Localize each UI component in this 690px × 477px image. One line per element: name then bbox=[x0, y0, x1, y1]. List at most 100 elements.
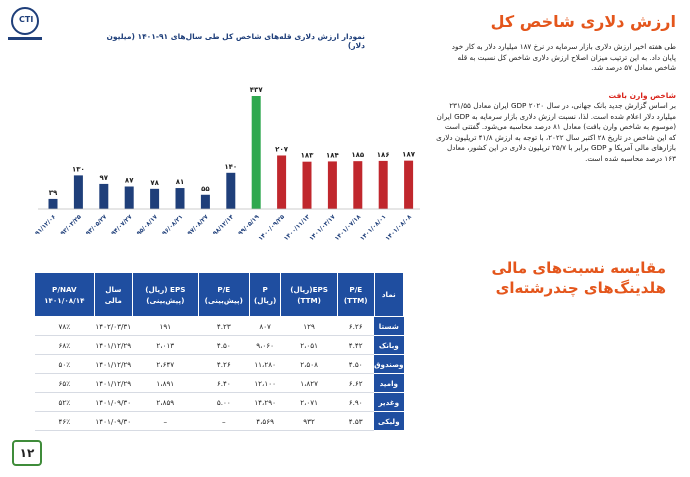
bar-value-label: ۱۸۵ bbox=[351, 151, 365, 159]
cell-symbol: شستا bbox=[374, 316, 404, 336]
header-eps-forecast: EPS (ریال) (پیش‌بینی) bbox=[131, 272, 199, 317]
cell-price: ۱۲،۱۰۰ bbox=[249, 373, 281, 393]
cell-eps-ttm: ۱،۸۲۷ bbox=[280, 373, 338, 393]
bar bbox=[48, 198, 58, 209]
bar-value-label: ۱۴۰ bbox=[224, 163, 237, 171]
bar bbox=[175, 188, 185, 209]
cell-eps-ttm: ۲،۵۰۸ bbox=[280, 354, 338, 374]
logo-circle bbox=[11, 7, 39, 35]
category-tick-label: ۹۷/۰۸/۲۷ bbox=[186, 213, 210, 237]
header-eps-ttm: EPS(ریال) (TTM) bbox=[280, 272, 338, 317]
cell-pe-forecast: ۴.۲۳ bbox=[198, 316, 250, 336]
bar-value-label: ۱۳۰ bbox=[72, 165, 85, 173]
cell-p-nav: ۴۶٪ bbox=[34, 411, 95, 431]
cell-symbol: وامید bbox=[374, 373, 404, 393]
cell-fiscal-year: ۱۴۰۱/۱۲/۲۹ bbox=[94, 354, 133, 374]
cell-symbol: وصندوق bbox=[374, 354, 404, 374]
bar bbox=[302, 161, 312, 209]
cell-pe-forecast: ۵.۰۰ bbox=[198, 392, 250, 412]
paragraph-usd-index: طی هفته اخیر ارزش دلاری بازار سرمایه در … bbox=[451, 42, 676, 73]
cell-pe-ttm: ۶.۲۶ bbox=[337, 316, 375, 336]
cell-eps-forecast: ۲،۶۴۷ bbox=[132, 354, 199, 374]
bar-value-label: ۲۰۷ bbox=[275, 145, 289, 153]
cell-p-nav: ۶۸٪ bbox=[34, 335, 95, 355]
bar bbox=[200, 194, 210, 209]
cell-price: ۸۰۷ bbox=[249, 316, 281, 336]
cell-p-nav: ۵۰٪ bbox=[34, 354, 95, 374]
cell-p-nav: ۵۲٪ bbox=[34, 392, 95, 412]
cell-price: ۱۱،۲۸۰ bbox=[249, 354, 281, 374]
cell-pe-forecast: – bbox=[198, 411, 250, 431]
cell-fiscal-year: ۱۴۰۱/۰۹/۳۰ bbox=[94, 392, 133, 412]
cell-pe-forecast: ۴.۲۶ bbox=[198, 354, 250, 374]
cell-symbol: وبانک bbox=[374, 335, 404, 355]
table-row: ولبکی ۴.۵۳ ۹۳۲ ۴،۵۶۹ – – ۱۴۰۱/۰۹/۳۰ ۴۶٪ bbox=[34, 411, 404, 431]
cell-eps-ttm: ۲،۰۵۱ bbox=[280, 335, 338, 355]
category-tick-label: ۹۲/۰۳/۲۵ bbox=[59, 213, 83, 237]
cell-pe-ttm: ۴.۵۰ bbox=[337, 354, 375, 374]
cell-eps-forecast: ۲،۰۱۳ bbox=[132, 335, 199, 355]
cell-fiscal-year: ۱۴۰۱/۰۹/۳۰ bbox=[94, 411, 133, 431]
company-logo: CTI bbox=[8, 6, 42, 40]
cell-pe-ttm: ۴.۴۲ bbox=[337, 335, 375, 355]
bar bbox=[251, 96, 261, 209]
bar-value-label: ۸۷ bbox=[125, 177, 134, 185]
bar-value-label: ۹۷ bbox=[100, 174, 109, 182]
bar bbox=[99, 183, 109, 209]
header-symbol: نماد bbox=[373, 272, 405, 317]
category-tick-label: ۹۸/۱۲/۱۴ bbox=[212, 213, 236, 237]
cell-symbol: ولبکی bbox=[374, 411, 404, 431]
cell-symbol: وغدیر bbox=[374, 392, 404, 412]
bar bbox=[353, 161, 363, 209]
holdings-ratio-table: نماد P/E (TTM) EPS(ریال) (TTM) P (ریال) … bbox=[34, 272, 405, 431]
category-tick-label: ۹۳/۰۵/۲۷ bbox=[85, 213, 109, 237]
chart-title: نمودار ارزش دلاری قله‌های شاخص کل طی سال… bbox=[106, 32, 365, 50]
bar-value-label: ۳۹ bbox=[49, 189, 58, 197]
category-tick-label: ۹۴/۰۷/۲۷ bbox=[110, 213, 134, 237]
cell-pe-forecast: ۶.۴۰ bbox=[198, 373, 250, 393]
bar bbox=[73, 175, 83, 209]
bar-value-label: ۴۳۷ bbox=[250, 86, 264, 94]
cell-eps-forecast: ۱۹۱ bbox=[132, 316, 199, 336]
cell-fiscal-year: ۱۴۰۲/۰۳/۳۱ bbox=[94, 316, 133, 336]
cell-pe-ttm: ۴.۵۳ bbox=[337, 411, 375, 431]
bar bbox=[277, 155, 287, 209]
cell-eps-forecast: – bbox=[132, 411, 199, 431]
bar-value-label: ۸۱ bbox=[176, 178, 185, 186]
subheading-buffett-indicator: شاخص وارن بافت bbox=[608, 91, 677, 100]
cell-fiscal-year: ۱۴۰۱/۱۲/۲۹ bbox=[94, 335, 133, 355]
table-row: وبانک ۴.۴۲ ۲،۰۵۱ ۹،۰۶۰ ۴.۵۰ ۲،۰۱۳ ۱۴۰۱/۱… bbox=[34, 335, 404, 355]
section-title-holdings-comparison: مقایسه نسبت‌های مالی هلدینگ‌های چندرشته‌… bbox=[491, 259, 666, 297]
category-tick-label: ۱۴۰۱/۰۸/۰۸ bbox=[384, 213, 413, 242]
bar-value-label: ۷۸ bbox=[150, 179, 159, 187]
cell-pe-forecast: ۴.۵۰ bbox=[198, 335, 250, 355]
cell-eps-ttm: ۹۳۲ bbox=[280, 411, 338, 431]
category-tick-label: ۱۴۰۱/۰۸/۰۱ bbox=[359, 213, 388, 242]
category-tick-label: ۹۱/۱۲/۰۶ bbox=[34, 213, 58, 237]
bar-value-label: ۱۸۶ bbox=[377, 151, 390, 159]
cell-eps-ttm: ۱۲۹ bbox=[280, 316, 338, 336]
bar-value-label: ۱۸۴ bbox=[326, 151, 340, 159]
bar bbox=[124, 186, 134, 209]
bar bbox=[378, 160, 388, 209]
category-tick-label: ۹۵/۰۸/۱۷ bbox=[135, 213, 159, 237]
cell-pe-ttm: ۶.۶۲ bbox=[337, 373, 375, 393]
table-row: وامید ۶.۶۲ ۱،۸۲۷ ۱۲،۱۰۰ ۶.۴۰ ۱،۸۹۱ ۱۴۰۱/… bbox=[34, 373, 404, 393]
category-tick-label: ۹۶/۰۸/۲۱ bbox=[161, 213, 185, 237]
cell-eps-forecast: ۲،۸۵۹ bbox=[132, 392, 199, 412]
header-p-nav: P/NAV ۱۴۰۱/۰۸/۱۴ bbox=[34, 272, 95, 317]
bar bbox=[404, 160, 414, 209]
cell-p-nav: ۶۵٪ bbox=[34, 373, 95, 393]
cell-fiscal-year: ۱۴۰۱/۱۲/۲۹ bbox=[94, 373, 133, 393]
cell-eps-ttm: ۲،۰۷۱ bbox=[280, 392, 338, 412]
logo-underline bbox=[8, 37, 42, 40]
table-row: شستا ۶.۲۶ ۱۲۹ ۸۰۷ ۴.۲۳ ۱۹۱ ۱۴۰۲/۰۳/۳۱ ۷۸… bbox=[34, 316, 404, 336]
bar-value-label: ۵۵ bbox=[201, 185, 210, 193]
category-tick-label: ۹۹/۰۵/۱۹ bbox=[237, 213, 261, 237]
page-number: ۱۲ bbox=[12, 440, 42, 466]
cell-p-nav: ۷۸٪ bbox=[34, 316, 95, 336]
logo-text: CTI bbox=[19, 15, 34, 24]
bar bbox=[226, 172, 236, 209]
table-header-row: نماد P/E (TTM) EPS(ریال) (TTM) P (ریال) … bbox=[34, 272, 405, 317]
bar-value-label: ۱۸۳ bbox=[301, 152, 315, 160]
